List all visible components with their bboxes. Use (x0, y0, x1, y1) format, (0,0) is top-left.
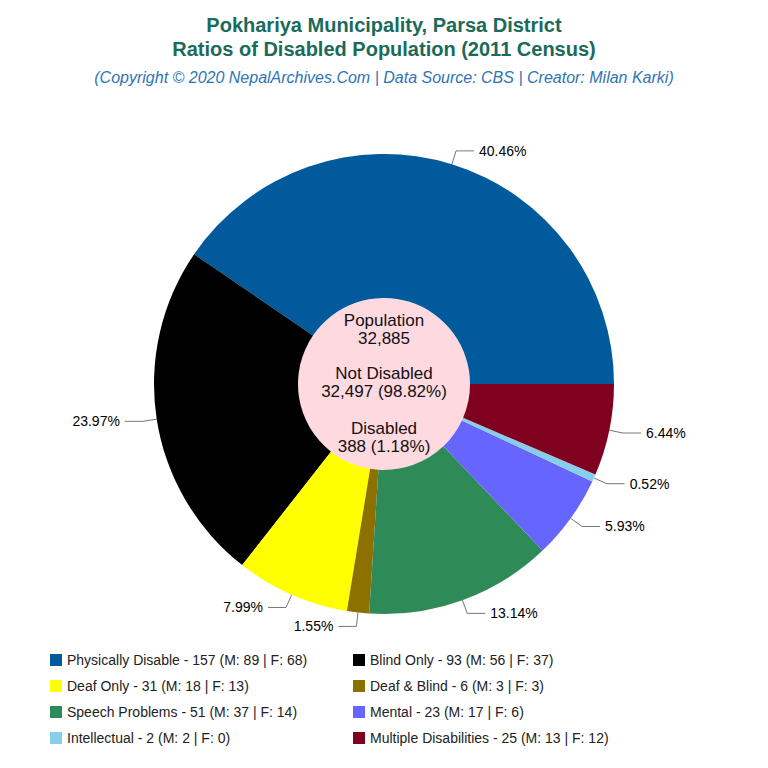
svg-text:23.97%: 23.97% (72, 413, 119, 429)
svg-text:Ratios of Disabled Population: Ratios of Disabled Population (2011 Cens… (172, 38, 595, 60)
svg-text:Population: Population (344, 311, 424, 330)
svg-text:Pokhariya Municipality, Parsa: Pokhariya Municipality, Parsa District (206, 14, 562, 36)
svg-text:6.44%: 6.44% (646, 425, 686, 441)
svg-text:Blind Only - 93 (M: 56 | F: 37: Blind Only - 93 (M: 56 | F: 37) (370, 652, 553, 668)
svg-text:Mental - 23 (M: 17 | F: 6): Mental - 23 (M: 17 | F: 6) (370, 704, 524, 720)
svg-text:0.52%: 0.52% (630, 476, 670, 492)
svg-text:Disabled: Disabled (351, 419, 417, 438)
svg-text:388 (1.18%): 388 (1.18%) (338, 437, 431, 456)
svg-text:Deaf & Blind - 6 (M: 3 | F: 3): Deaf & Blind - 6 (M: 3 | F: 3) (370, 678, 544, 694)
svg-text:13.14%: 13.14% (490, 605, 537, 621)
svg-text:(Copyright © 2020 NepalArchive: (Copyright © 2020 NepalArchives.Com | Da… (94, 69, 673, 86)
svg-text:Intellectual - 2 (M: 2 | F: 0): Intellectual - 2 (M: 2 | F: 0) (67, 730, 230, 746)
svg-text:7.99%: 7.99% (223, 599, 263, 615)
svg-text:1.55%: 1.55% (294, 618, 334, 634)
svg-text:32,497 (98.82%): 32,497 (98.82%) (321, 382, 447, 401)
svg-text:Speech Problems - 51 (M: 37 |: Speech Problems - 51 (M: 37 | F: 14) (67, 704, 297, 720)
svg-text:5.93%: 5.93% (605, 518, 645, 534)
svg-text:Physically Disable - 157 (M: 8: Physically Disable - 157 (M: 89 | F: 68) (67, 652, 307, 668)
svg-text:Not Disabled: Not Disabled (335, 364, 432, 383)
svg-text:32,885: 32,885 (358, 329, 410, 348)
svg-text:Multiple Disabilities - 25 (M:: Multiple Disabilities - 25 (M: 13 | F: 1… (370, 730, 609, 746)
svg-text:40.46%: 40.46% (479, 143, 526, 159)
svg-text:Deaf Only - 31 (M: 18 | F: 13): Deaf Only - 31 (M: 18 | F: 13) (67, 678, 249, 694)
